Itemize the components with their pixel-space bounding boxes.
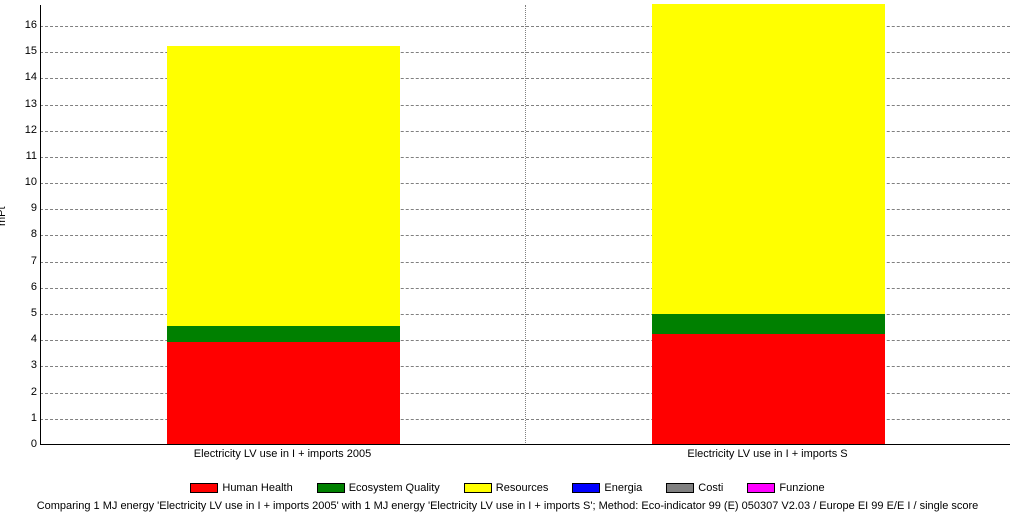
y-tick-label: 2 — [7, 386, 37, 398]
y-tick-label: 4 — [7, 333, 37, 345]
legend-item-resources: Resources — [464, 482, 549, 494]
legend-swatch — [190, 483, 218, 493]
legend-item-ecosystem-quality: Ecosystem Quality — [317, 482, 440, 494]
bar-segment-human-health — [167, 342, 400, 444]
y-tick-label: 14 — [7, 71, 37, 83]
y-tick-label: 9 — [7, 202, 37, 214]
y-tick-label: 10 — [7, 176, 37, 188]
chart-container: mPt 012345678910111213141516 Electricity… — [0, 0, 1015, 523]
y-tick-label: 6 — [7, 281, 37, 293]
legend-swatch — [666, 483, 694, 493]
legend-item-energia: Energia — [572, 482, 642, 494]
bar-segment-ecosystem-quality — [167, 326, 400, 342]
y-tick-label: 0 — [7, 438, 37, 450]
legend-item-costi: Costi — [666, 482, 723, 494]
legend-item-funzione: Funzione — [747, 482, 824, 494]
bar-segment-resources — [167, 46, 400, 326]
bar-segment-ecosystem-quality — [652, 314, 885, 334]
y-tick-label: 5 — [7, 307, 37, 319]
y-tick-label: 1 — [7, 412, 37, 424]
legend-label: Funzione — [779, 482, 824, 494]
bar-group — [652, 4, 885, 444]
y-tick-label: 15 — [7, 45, 37, 57]
bar-segment-human-health — [652, 334, 885, 444]
legend-swatch — [747, 483, 775, 493]
y-tick-label: 13 — [7, 98, 37, 110]
legend-label: Human Health — [222, 482, 292, 494]
legend-label: Ecosystem Quality — [349, 482, 440, 494]
legend-swatch — [317, 483, 345, 493]
legend-item-human-health: Human Health — [190, 482, 292, 494]
x-tick-label: Electricity LV use in I + imports 2005 — [194, 448, 371, 460]
y-tick-label: 3 — [7, 359, 37, 371]
legend-label: Resources — [496, 482, 549, 494]
x-tick-label: Electricity LV use in I + imports S — [687, 448, 847, 460]
legend-swatch — [572, 483, 600, 493]
chart-caption: Comparing 1 MJ energy 'Electricity LV us… — [0, 500, 1015, 512]
y-tick-label: 8 — [7, 228, 37, 240]
y-tick-label: 11 — [7, 150, 37, 162]
legend-label: Costi — [698, 482, 723, 494]
y-tick-label: 12 — [7, 124, 37, 136]
y-tick-label: 7 — [7, 255, 37, 267]
legend-label: Energia — [604, 482, 642, 494]
legend: Human Health Ecosystem Quality Resources En… — [0, 478, 1015, 496]
legend-swatch — [464, 483, 492, 493]
bar-segment-resources — [652, 4, 885, 314]
bar-group — [167, 4, 400, 444]
y-tick-label: 16 — [7, 19, 37, 31]
plot-area — [40, 5, 1010, 445]
